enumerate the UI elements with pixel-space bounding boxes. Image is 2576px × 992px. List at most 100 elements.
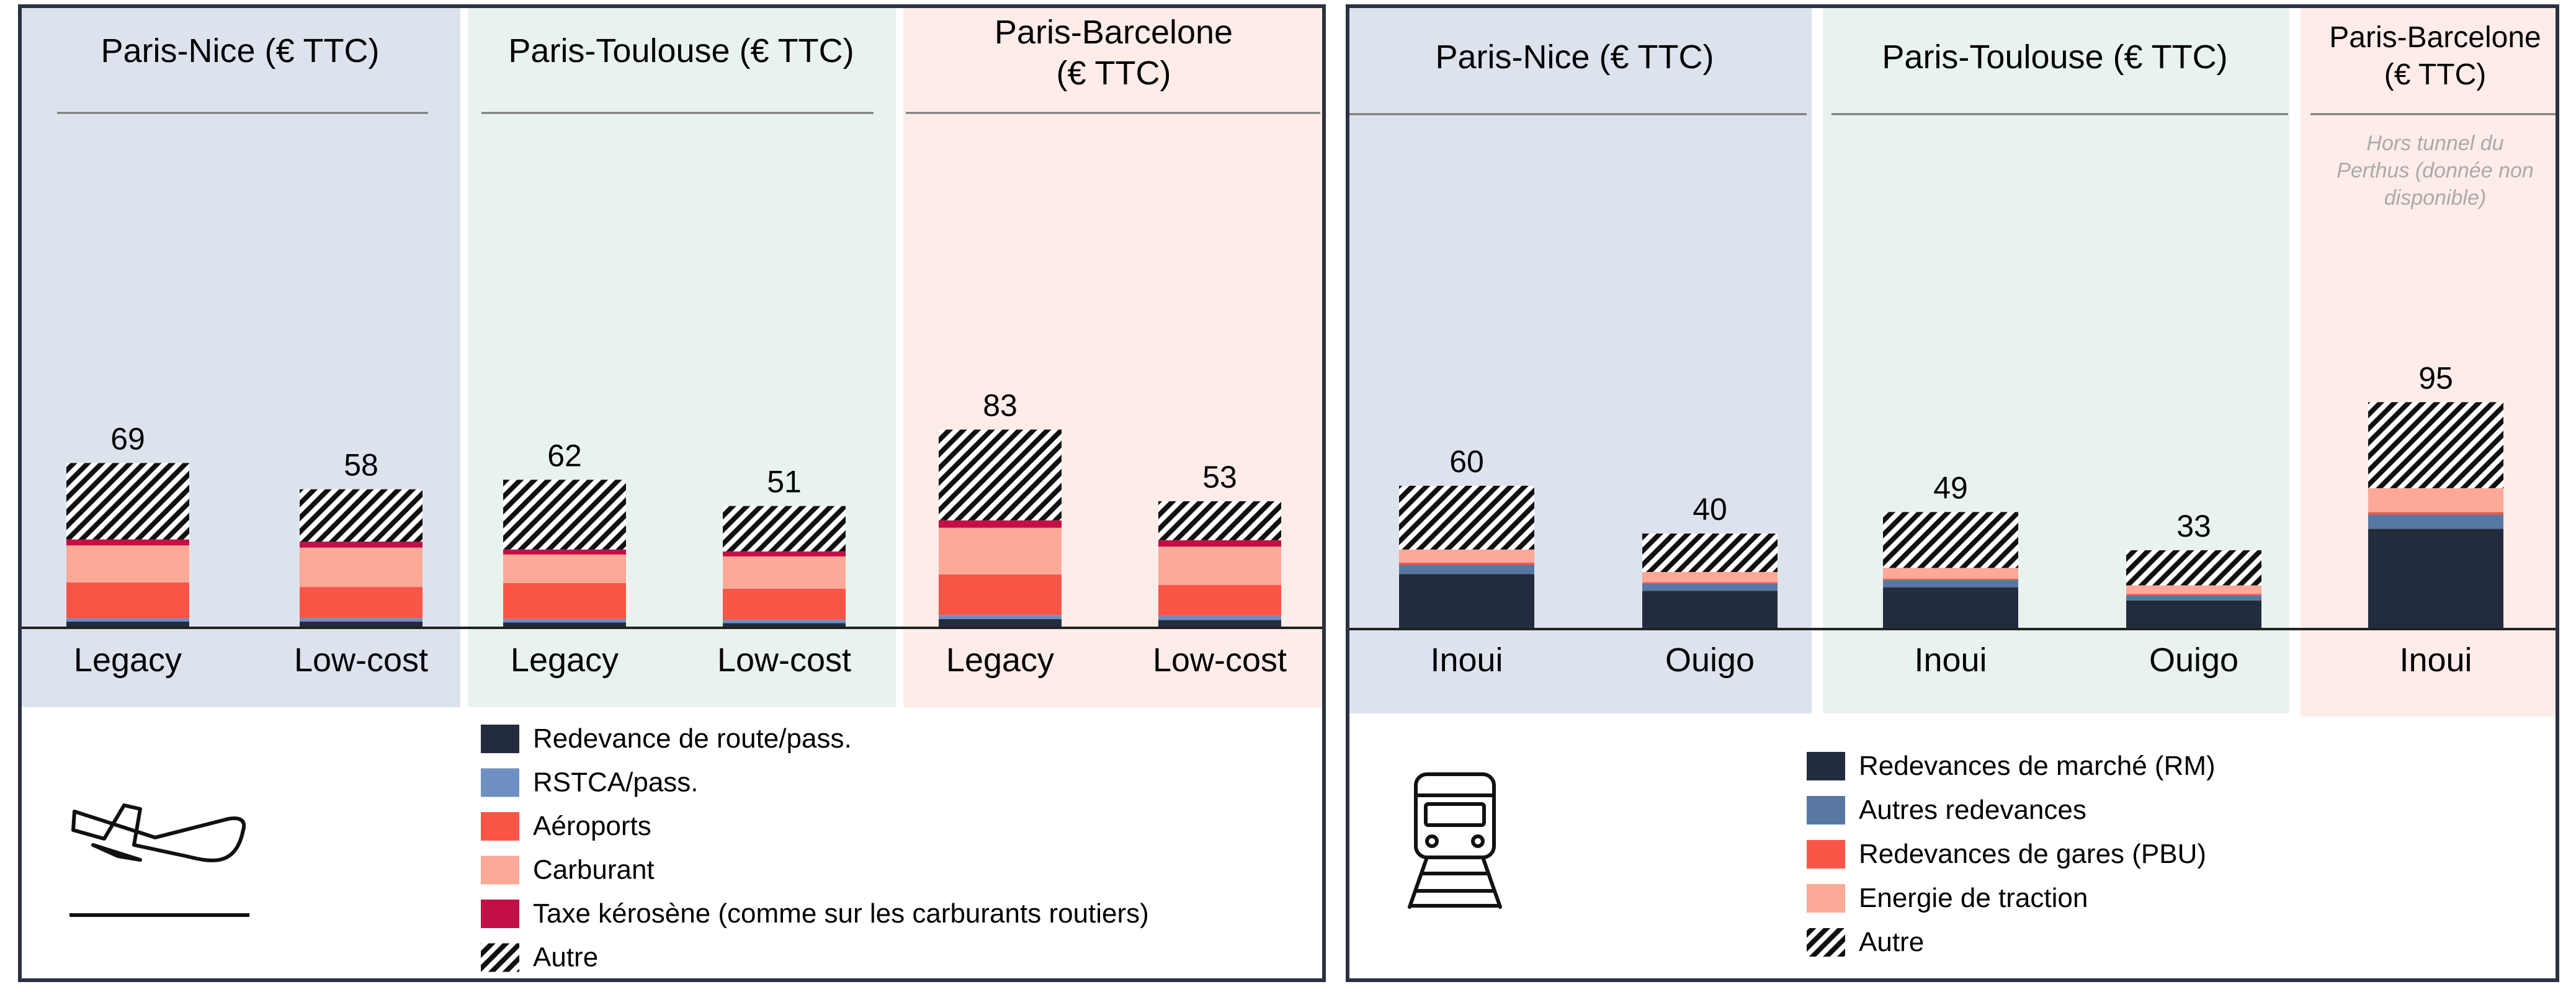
bar-carburant-5 xyxy=(939,527,1062,574)
group-title-paris-barcelone-train-line1: Paris-Barcelone xyxy=(2329,21,2541,54)
group-title-paris-barcelone-train-line2: (€ TTC) xyxy=(2384,58,2486,91)
bar-redevances-de-marche-rm-5 xyxy=(2368,529,2503,629)
category-label-5: Inoui xyxy=(2399,641,2472,679)
avion-bars: 69 58 62 51 83 53 xyxy=(66,388,1281,628)
avion-legend: Redevance de route/pass. RSTCA/pass. Aérop… xyxy=(481,723,1149,973)
train-legend: Redevances de marché (RM) Autres redevanc… xyxy=(1807,751,2216,957)
legend-label-rstca-pass: RSTCA/pass. xyxy=(533,767,699,798)
legend-label-autre: Autre xyxy=(1859,927,1924,957)
note-perthus-line1: Hors tunnel du xyxy=(2366,132,2503,155)
total-label-4: 33 xyxy=(2176,509,2211,543)
legend-swatch-aeroports xyxy=(481,812,519,841)
legend-swatch-redevances-de-gares-pbu xyxy=(1807,840,1845,869)
legend-swatch-autres-redevances xyxy=(1807,796,1845,824)
category-label-3: Legacy xyxy=(511,641,619,679)
legend-swatch-energie-de-traction xyxy=(1807,884,1845,913)
group-title-paris-barcelone-avion-line1: Paris-Barcelone xyxy=(995,14,1233,51)
legend-label-carburant: Carburant xyxy=(533,855,655,885)
bar-energie-de-traction-1 xyxy=(1399,549,1534,563)
bar-rstca-pass-4 xyxy=(723,619,846,623)
legend-swatch-autre xyxy=(1807,928,1845,957)
category-label-4: Ouigo xyxy=(2149,641,2238,679)
bar-redevances-de-marche-rm-3 xyxy=(1883,587,2018,629)
bar-carburant-2 xyxy=(300,547,423,588)
bar-autre-5 xyxy=(939,429,1062,521)
category-label-3: Inoui xyxy=(1914,641,1987,679)
bar-autre-6 xyxy=(1158,501,1281,540)
legend-swatch-redevances-de-marche-rm xyxy=(1807,752,1845,780)
train-category-labels: Inoui Ouigo Inoui Ouigo Inoui xyxy=(1430,641,2472,679)
bar-redevances-de-gares-pbu-3 xyxy=(1883,578,2018,581)
total-label-5: 95 xyxy=(2418,360,2453,395)
bar-redevance-de-route-pass-6 xyxy=(1158,620,1281,628)
bar-autres-redevances-5 xyxy=(2368,514,2503,529)
bar-energie-de-traction-3 xyxy=(1883,568,2018,579)
total-label-3: 62 xyxy=(547,438,582,473)
total-label-5: 83 xyxy=(983,388,1017,422)
bar-autre-2 xyxy=(1642,534,1778,572)
bar-autre-5 xyxy=(2368,402,2503,488)
bar-autre-4 xyxy=(723,506,846,552)
bar-autres-redevances-1 xyxy=(1399,565,1534,574)
bar-energie-de-traction-4 xyxy=(2126,585,2261,594)
frame-avion xyxy=(18,4,1326,982)
avion-category-labels: Legacy Low-cost Legacy Low-cost Legacy Low-co… xyxy=(74,641,1287,679)
bar-autre-1 xyxy=(1399,486,1534,550)
legend-swatch-redevance-de-route-pass xyxy=(481,725,519,753)
bar-autres-redevances-2 xyxy=(1642,583,1778,591)
legend-label-energie-de-traction: Energie de traction xyxy=(1859,883,2088,913)
bar-rstca-pass-5 xyxy=(939,615,1062,619)
group-title-paris-barcelone-avion-line2: (€ TTC) xyxy=(1057,55,1171,92)
bar-redevance-de-route-pass-1 xyxy=(66,621,189,628)
group-title-paris-toulouse-avion: Paris-Toulouse (€ TTC) xyxy=(508,32,854,69)
bar-autre-1 xyxy=(66,463,189,540)
category-label-2: Ouigo xyxy=(1665,641,1755,679)
bar-redevance-de-route-pass-3 xyxy=(503,622,626,628)
category-label-1: Inoui xyxy=(1430,641,1503,679)
train-panel: Paris-Nice (€ TTC) Paris-Toulouse (€ TTC… xyxy=(1346,4,2559,982)
bar-rstca-pass-3 xyxy=(503,619,626,623)
bar-redevances-de-marche-rm-2 xyxy=(1642,591,1778,629)
legend-swatch-autre xyxy=(481,943,519,972)
bar-redevances-de-gares-pbu-2 xyxy=(1642,582,1778,584)
legend-label-redevance-de-route-pass: Redevance de route/pass. xyxy=(533,723,852,754)
frame-train xyxy=(1346,4,2559,982)
bar-redevances-de-gares-pbu-4 xyxy=(2126,594,2261,596)
total-label-4: 51 xyxy=(767,465,802,499)
plane-icon xyxy=(71,803,246,862)
note-perthus-line2: Perthus (donnée non xyxy=(2337,159,2534,182)
bar-rstca-pass-2 xyxy=(300,618,423,622)
total-label-6: 53 xyxy=(1202,460,1237,494)
group-title-paris-toulouse-train: Paris-Toulouse (€ TTC) xyxy=(1882,38,2227,76)
legend-label-redevances-de-gares-pbu: Redevances de gares (PBU) xyxy=(1859,839,2206,869)
group-title-paris-nice-avion: Paris-Nice (€ TTC) xyxy=(101,32,379,69)
bar-energie-de-traction-2 xyxy=(1642,571,1778,583)
bar-autres-redevances-4 xyxy=(2126,595,2261,601)
bar-aeroports-4 xyxy=(723,588,846,620)
total-label-2: 58 xyxy=(344,448,378,483)
bar-autres-redevances-3 xyxy=(1883,580,2018,588)
bar-aeroports-2 xyxy=(300,587,423,619)
legend-box-train xyxy=(1348,717,2557,980)
legend-swatch-rstca-pass xyxy=(481,768,519,797)
category-label-6: Low-cost xyxy=(1153,641,1287,679)
bar-taxe-kerosene-comme-sur-les-carburants-routiers-6 xyxy=(1158,540,1281,547)
train-icon xyxy=(1408,772,1502,909)
bar-taxe-kerosene-comme-sur-les-carburants-routiers-1 xyxy=(66,539,189,546)
bar-redevance-de-route-pass-2 xyxy=(300,621,423,628)
bar-taxe-kerosene-comme-sur-les-carburants-routiers-4 xyxy=(723,551,846,556)
bar-taxe-kerosene-comme-sur-les-carburants-routiers-3 xyxy=(503,549,626,555)
bar-aeroports-6 xyxy=(1158,584,1281,616)
bar-redevances-de-marche-rm-4 xyxy=(2126,600,2261,629)
note-perthus-line3: disponible) xyxy=(2384,186,2486,210)
train-bars: 60 40 49 33 95 xyxy=(1399,360,2503,629)
bar-energie-de-traction-5 xyxy=(2368,488,2503,512)
total-label-3: 49 xyxy=(1933,470,1968,505)
avion-panel: Paris-Nice (€ TTC) Paris-Toulouse (€ TTC… xyxy=(18,4,1326,982)
bar-taxe-kerosene-comme-sur-les-carburants-routiers-5 xyxy=(939,520,1062,528)
bar-redevances-de-gares-pbu-1 xyxy=(1399,562,1534,565)
legend-swatch-carburant xyxy=(481,856,519,885)
bar-redevance-de-route-pass-5 xyxy=(939,619,1062,628)
bar-rstca-pass-6 xyxy=(1158,615,1281,620)
category-label-1: Legacy xyxy=(74,641,182,679)
